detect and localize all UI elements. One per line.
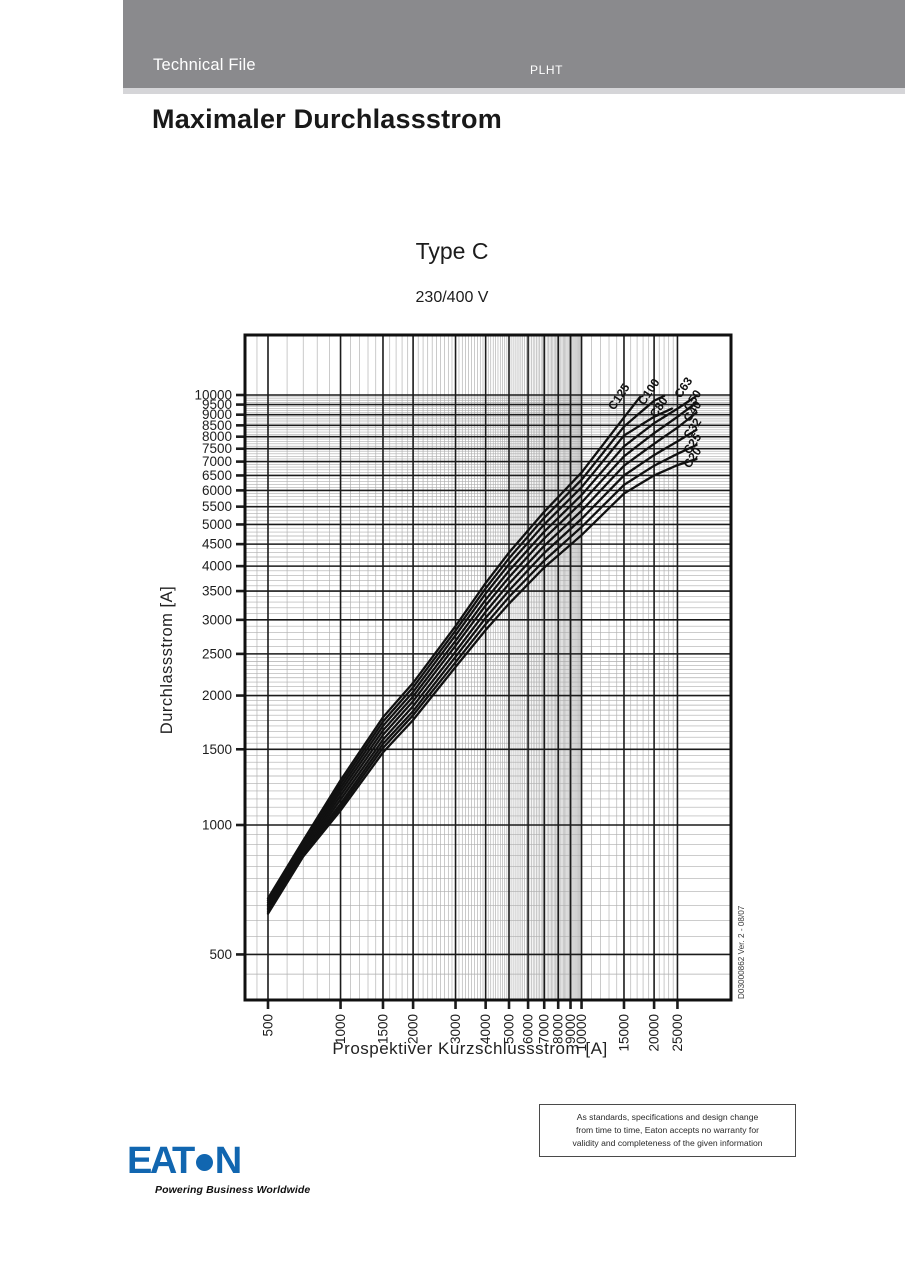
- svg-text:2500: 2500: [202, 646, 232, 661]
- chart-subtitle: 230/400 V: [415, 289, 489, 306]
- svg-text:3000: 3000: [448, 1014, 463, 1044]
- eaton-logo-left: EAT: [127, 1140, 195, 1182]
- svg-text:9000: 9000: [563, 1014, 578, 1044]
- header-title: Technical File: [153, 56, 256, 74]
- svg-text:500: 500: [261, 1014, 276, 1037]
- svg-text:C40: C40: [680, 398, 704, 424]
- page-title: Maximaler Durchlassstrom: [152, 104, 502, 134]
- svg-text:6500: 6500: [202, 468, 232, 483]
- svg-text:C32: C32: [680, 415, 704, 441]
- disclaimer-box: As standards, specifications and design …: [539, 1104, 796, 1157]
- eaton-logo-word: EAT N: [127, 1142, 310, 1180]
- disclaimer-line: validity and completeness of the given i…: [572, 1137, 763, 1148]
- svg-text:20000: 20000: [647, 1014, 662, 1052]
- header-bar: Technical File PLHT: [123, 0, 905, 94]
- svg-text:8000: 8000: [202, 429, 232, 444]
- header-product-label: PLHT: [530, 63, 564, 77]
- svg-text:Durchlassstrom [A]: Durchlassstrom [A]: [158, 586, 176, 734]
- eaton-logo-right: N: [214, 1140, 242, 1182]
- svg-text:1500: 1500: [375, 1014, 390, 1044]
- svg-text:C63: C63: [671, 374, 695, 400]
- svg-text:10000: 10000: [574, 1014, 589, 1052]
- svg-text:8500: 8500: [202, 418, 232, 433]
- svg-text:8000: 8000: [551, 1014, 566, 1044]
- svg-text:6000: 6000: [521, 1014, 536, 1044]
- svg-text:5000: 5000: [202, 517, 232, 532]
- svg-text:25000: 25000: [670, 1014, 685, 1052]
- chart-title: Type C: [415, 238, 489, 264]
- svg-text:5500: 5500: [202, 499, 232, 514]
- svg-text:Prospektiver Kurzschlussstrom: Prospektiver Kurzschlussstrom [A]: [332, 1039, 607, 1058]
- svg-text:2000: 2000: [202, 688, 232, 703]
- svg-text:1500: 1500: [202, 742, 232, 757]
- svg-text:7000: 7000: [202, 454, 232, 469]
- svg-text:1000: 1000: [202, 818, 232, 833]
- svg-text:5000: 5000: [502, 1014, 517, 1044]
- eaton-logo: EAT N Powering Business Worldwide: [127, 1142, 310, 1196]
- svg-text:3500: 3500: [202, 584, 232, 599]
- svg-text:9000: 9000: [202, 407, 232, 422]
- svg-text:4500: 4500: [202, 537, 232, 552]
- eaton-logo-tagline: Powering Business Worldwide: [155, 1184, 311, 1196]
- svg-text:500: 500: [209, 947, 232, 962]
- eaton-logo-dot-icon: [195, 1154, 213, 1171]
- svg-text:C25: C25: [680, 430, 704, 456]
- svg-text:7000: 7000: [537, 1014, 552, 1044]
- svg-text:D03000862 Ver. 2 - 08/07: D03000862 Ver. 2 - 08/07: [737, 905, 746, 999]
- svg-text:4000: 4000: [202, 559, 232, 574]
- svg-text:1000: 1000: [333, 1014, 348, 1044]
- svg-text:9500: 9500: [202, 397, 232, 412]
- svg-text:15000: 15000: [616, 1014, 631, 1052]
- svg-text:4000: 4000: [478, 1014, 493, 1044]
- svg-text:7500: 7500: [202, 441, 232, 456]
- svg-text:3000: 3000: [202, 612, 232, 627]
- svg-text:C125: C125: [605, 381, 633, 413]
- svg-text:C20: C20: [680, 444, 704, 470]
- svg-text:C50: C50: [680, 387, 704, 413]
- svg-text:C80: C80: [647, 394, 671, 420]
- svg-text:10000: 10000: [194, 388, 232, 403]
- disclaimer-line: As standards, specifications and design …: [576, 1112, 759, 1122]
- disclaimer-line: from time to time, Eaton accepts no warr…: [576, 1124, 759, 1135]
- svg-text:6000: 6000: [202, 483, 232, 498]
- svg-text:C100: C100: [635, 376, 663, 408]
- svg-text:2000: 2000: [406, 1014, 421, 1044]
